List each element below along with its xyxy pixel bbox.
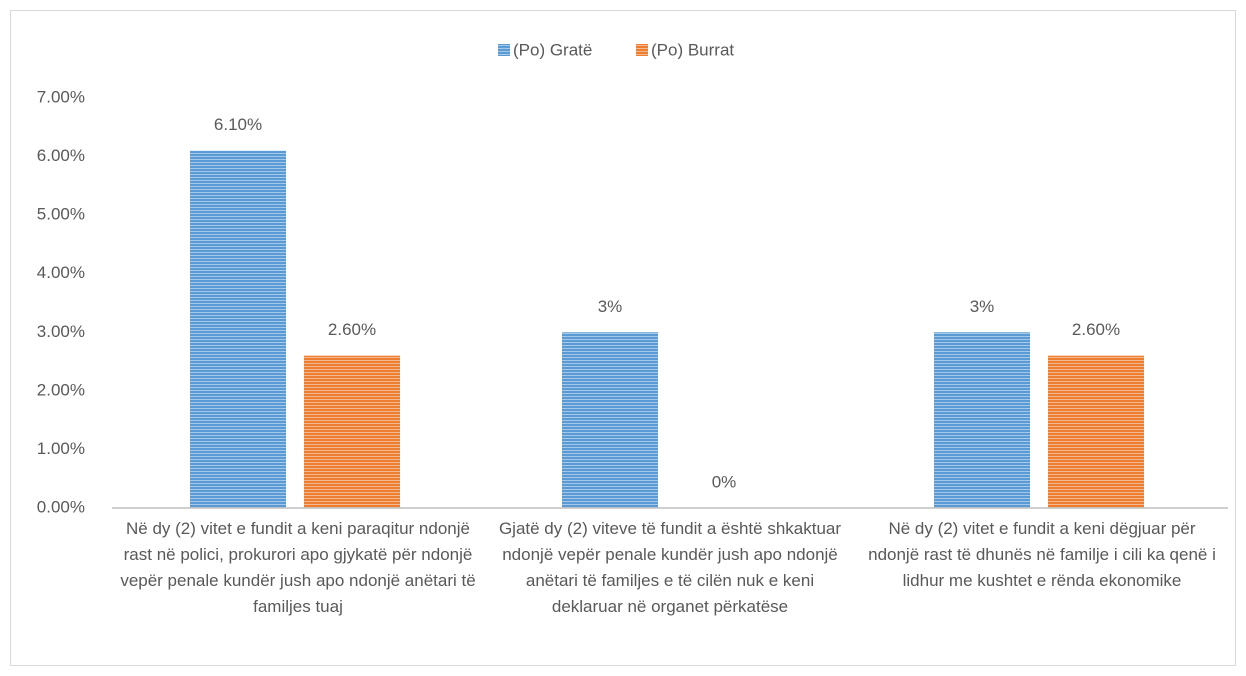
bar (562, 332, 658, 508)
x-tick-label: Gjatë dy (2) viteve të fundit a është sh… (498, 519, 842, 616)
y-tick-label: 5.00% (37, 205, 85, 224)
chart-border (10, 10, 1236, 666)
bar (1048, 355, 1144, 508)
y-tick-label: 7.00% (37, 87, 85, 106)
x-tick-label: Në dy (2) vitet e fundit a keni paraqitu… (120, 519, 476, 616)
y-tick-label: 0.00% (37, 497, 85, 516)
bar (190, 150, 286, 508)
data-label: 3% (970, 297, 995, 316)
y-tick-label: 4.00% (37, 263, 85, 282)
y-tick-label: 6.00% (37, 146, 85, 165)
legend-swatch (636, 44, 648, 56)
x-tick-label: Në dy (2) vitet e fundit a keni dëgjuar … (868, 519, 1216, 590)
bar (304, 355, 400, 508)
y-tick-label: 3.00% (37, 322, 85, 341)
data-label: 2.60% (328, 320, 376, 339)
data-label: 6.10% (214, 115, 262, 134)
data-label: 3% (598, 297, 623, 316)
data-label: 2.60% (1072, 320, 1120, 339)
legend-swatch (498, 44, 510, 56)
legend-label: (Po) Burrat (651, 40, 734, 59)
bar (934, 332, 1030, 508)
legend-label: (Po) Gratë (513, 40, 592, 59)
y-tick-label: 1.00% (37, 439, 85, 458)
data-label: 0% (712, 472, 737, 491)
y-tick-label: 2.00% (37, 380, 85, 399)
